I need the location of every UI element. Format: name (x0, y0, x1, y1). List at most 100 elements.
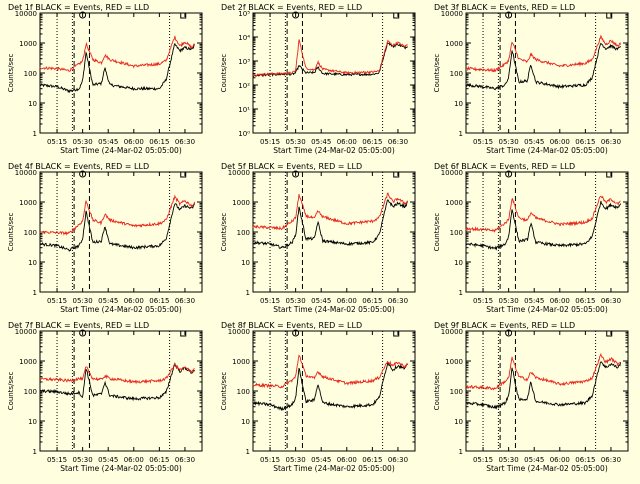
y-tick-label: 10000 (15, 10, 37, 18)
chart-panel-4: Det 4f BLACK = Events, RED = LLD 1 10 100 10… (7, 162, 203, 314)
x-tick-label: 06:15 (575, 297, 595, 305)
lld-series-line (39, 35, 195, 72)
chart-title: Det 4f BLACK = Events, RED = LLD (8, 162, 149, 171)
lld-series-line (39, 194, 196, 236)
x-tick-label: 05:30 (286, 297, 306, 305)
chart-panel-8: Det 8f BLACK = Events, RED = LLD 1 10 100 10… (220, 321, 416, 473)
x-tick-label: 06:00 (550, 138, 570, 146)
x-tick-label: 06:30 (601, 138, 621, 146)
x-tick-label: 06:30 (388, 297, 408, 305)
chart-title: Det 2f BLACK = Events, RED = LLD (221, 3, 362, 12)
events-series-line (39, 42, 195, 94)
circle-marker (505, 329, 513, 337)
y-tick-label: 10 (28, 418, 37, 426)
x-tick-label: 06:30 (175, 138, 195, 146)
x-axis-label: Start Time (24-Mar-02 05:05:00) (273, 305, 395, 314)
x-tick-label: 06:15 (575, 456, 595, 464)
x-tick-label: 06:00 (337, 297, 357, 305)
plot-frame (252, 330, 416, 452)
x-tick-label: 06:30 (175, 297, 195, 305)
y-tick-label: 100 (450, 229, 463, 237)
x-tick-label: 06:00 (550, 297, 570, 305)
x-tick-label: 05:15 (473, 297, 493, 305)
x-axis-label: Start Time (24-Mar-02 05:05:00) (60, 464, 182, 473)
chart-panel-3: Det 3f BLACK = Events, RED = LLD 1 10 100 10… (433, 3, 629, 155)
chart-panel-1: Det 1f BLACK = Events, RED = LLD 1 10 100 10… (7, 3, 203, 155)
x-axis-label: Start Time (24-Mar-02 05:05:00) (486, 464, 608, 473)
chart-title: Det 6f BLACK = Events, RED = LLD (434, 162, 575, 171)
x-tick-label: 06:00 (337, 138, 357, 146)
x-tick-label: 05:30 (286, 138, 306, 146)
x-tick-label: 06:15 (362, 138, 382, 146)
square-marker (180, 12, 187, 19)
x-tick-label: 05:45 (98, 138, 118, 146)
y-tick-label: 10⁴ (238, 34, 250, 42)
events-series-line (252, 199, 408, 249)
x-axis-label: Start Time (24-Mar-02 05:05:00) (486, 305, 608, 314)
events-series-line (465, 200, 622, 251)
y-tick-label: 10² (238, 82, 250, 90)
plot-frame (252, 12, 416, 134)
chart-panel-2: Det 2f BLACK = Events, RED = LLD 10⁰ 10¹ 10… (220, 3, 416, 155)
y-tick-label: 10000 (228, 328, 250, 336)
x-tick-label: 05:45 (524, 456, 544, 464)
chart-title: Det 5f BLACK = Events, RED = LLD (221, 162, 362, 171)
circle-marker (505, 170, 513, 178)
plot-frame (465, 330, 629, 452)
y-axis-label: Counts/sec (7, 213, 15, 252)
x-tick-label: 05:45 (311, 138, 331, 146)
x-tick-label: 06:15 (149, 138, 169, 146)
x-tick-label: 05:30 (73, 297, 93, 305)
lld-series-line (252, 192, 408, 231)
x-tick-label: 05:15 (47, 456, 67, 464)
y-tick-label: 10000 (441, 328, 463, 336)
circle-marker (79, 170, 87, 178)
y-tick-label: 100 (450, 70, 463, 78)
square-marker (393, 330, 400, 337)
y-tick-label: 1 (246, 448, 250, 456)
y-tick-label: 10⁰ (238, 130, 250, 138)
y-tick-label: 1 (459, 130, 463, 138)
chart-title: Det 7f BLACK = Events, RED = LLD (8, 321, 149, 330)
lld-series-line (465, 195, 621, 233)
x-tick-label: 06:00 (550, 456, 570, 464)
y-tick-label: 10 (28, 100, 37, 108)
y-axis-label: Counts/sec (433, 213, 441, 252)
y-tick-label: 10000 (15, 169, 37, 177)
square-marker (393, 171, 400, 178)
x-tick-label: 05:15 (473, 138, 493, 146)
x-tick-label: 05:30 (73, 138, 93, 146)
circle-marker (292, 329, 300, 337)
x-tick-label: 05:45 (524, 297, 544, 305)
x-tick-label: 05:15 (260, 456, 280, 464)
events-series-line (39, 362, 195, 402)
lld-series-line (39, 364, 195, 385)
x-tick-label: 06:15 (362, 456, 382, 464)
x-tick-label: 05:45 (311, 297, 331, 305)
x-tick-label: 05:15 (260, 297, 280, 305)
y-tick-label: 10⁵ (238, 10, 250, 18)
plot-frame (465, 171, 629, 293)
x-axis-label: Start Time (24-Mar-02 05:05:00) (273, 464, 395, 473)
circle-marker (79, 11, 87, 19)
circle-marker (292, 11, 300, 19)
x-tick-label: 06:30 (601, 297, 621, 305)
x-tick-label: 06:30 (388, 138, 408, 146)
y-tick-label: 1 (246, 289, 250, 297)
y-tick-label: 1 (459, 448, 463, 456)
x-tick-label: 05:30 (499, 456, 519, 464)
square-marker (393, 12, 400, 19)
x-tick-label: 06:00 (124, 138, 144, 146)
lld-series-line (465, 34, 622, 73)
x-tick-label: 06:15 (575, 138, 595, 146)
chart-panel-6: Det 6f BLACK = Events, RED = LLD 1 10 100 10… (433, 162, 629, 314)
y-tick-label: 100 (24, 229, 37, 237)
x-tick-label: 06:15 (149, 297, 169, 305)
lld-series-line (252, 354, 408, 389)
square-marker (606, 12, 613, 19)
y-axis-label: Counts/sec (433, 372, 441, 411)
x-tick-label: 05:30 (499, 297, 519, 305)
x-tick-label: 06:30 (388, 456, 408, 464)
y-tick-label: 1000 (19, 40, 37, 48)
